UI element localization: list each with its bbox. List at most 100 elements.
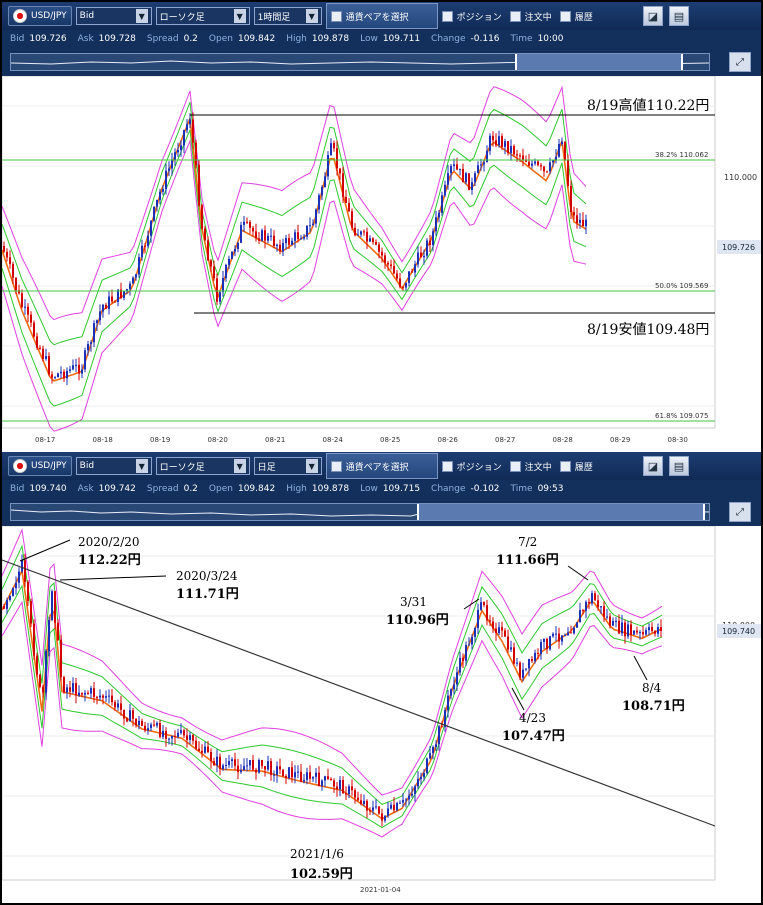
pair-select-tab[interactable]: 通貨ペアを選択 (325, 453, 438, 479)
candle-body (342, 173, 344, 197)
candle-body (549, 162, 551, 172)
timeframe-select[interactable]: 日足 ▼ (253, 457, 322, 475)
annotation-date-1: 2020/2/20 (78, 535, 140, 549)
time-value: 10:00 (537, 34, 564, 44)
candle-body (369, 238, 371, 242)
annotation-arrow-2 (59, 575, 167, 581)
timeframe-value: 日足 (257, 462, 276, 473)
candle-body (318, 195, 320, 210)
candle-body (537, 161, 539, 166)
candle-body (396, 803, 398, 811)
daily-chart-panel: USD/JPY Bid ▼ ローソク足 ▼ 日足 ▼ 通貨ペアを選択 ポジション… (2, 452, 761, 903)
candle-body (111, 296, 113, 302)
candle-body (645, 630, 647, 635)
position-checkbox[interactable] (441, 460, 453, 472)
timeframe-select[interactable]: 1時間足 ▼ (253, 7, 322, 25)
annotation-price-2: 111.71円 (176, 587, 239, 602)
price-type-select[interactable]: Bid ▼ (75, 457, 152, 475)
candle-body (411, 793, 413, 796)
pair-select-checkbox[interactable] (330, 460, 342, 472)
navigator-window[interactable] (515, 54, 683, 70)
history-checkbox[interactable] (559, 460, 571, 472)
annotation-date-3: 3/31 (400, 595, 427, 609)
candle-body (519, 662, 521, 678)
symbol-selector[interactable]: USD/JPY (8, 456, 72, 476)
candle-body (78, 364, 80, 374)
candle-body (447, 695, 449, 711)
candle-body (90, 342, 92, 344)
chart-type-select[interactable]: ローソク足 ▼ (155, 457, 250, 475)
price-type-select[interactable]: Bid ▼ (75, 7, 152, 25)
navigator-expand-button[interactable]: ⤢ (729, 502, 751, 522)
candle-body (534, 161, 536, 164)
candle-body (306, 772, 308, 780)
chart-settings-button[interactable]: ◪ (643, 6, 663, 26)
candle-body (426, 240, 428, 256)
candle-body (333, 780, 335, 787)
candle-body (186, 735, 188, 740)
history-toggle[interactable]: 履歴 (559, 460, 593, 473)
position-toggle[interactable]: ポジション (441, 460, 502, 473)
candle-body (615, 620, 617, 622)
orders-toggle[interactable]: 注文中 (509, 10, 552, 23)
candle-body (450, 166, 452, 174)
chevron-down-icon: ▼ (305, 9, 318, 23)
symbol-selector[interactable]: USD/JPY (8, 6, 72, 26)
candle-body (570, 185, 572, 212)
candle-body (348, 203, 350, 212)
candle-body (231, 759, 233, 761)
quote-bar: Bid 109.740 Ask 109.742 Spread 0.2 Open 109.… (2, 480, 761, 498)
candle-body (141, 720, 143, 726)
candle-body (405, 282, 407, 288)
chart-settings-button[interactable]: ◪ (643, 456, 663, 476)
candle-body (273, 774, 275, 776)
candle-body (375, 242, 377, 245)
hourly-price-chart[interactable]: 38.2% 110.062 50.0% 109.569 61.8% 109.07… (2, 76, 761, 450)
price-badge-bg (717, 240, 761, 254)
daily-price-chart[interactable]: 110.000 109.740 2021-01-04 2020/2/20 112… (2, 526, 761, 903)
history-checkbox[interactable] (559, 10, 571, 22)
candle-body (444, 184, 446, 196)
candle-body (630, 624, 632, 635)
candle-body (177, 150, 179, 153)
candle-body (207, 240, 209, 261)
candle-body (597, 600, 599, 608)
history-label: 履歴 (574, 12, 593, 23)
orders-toggle[interactable]: 注文中 (509, 460, 552, 473)
candle-body (363, 800, 365, 805)
candle-body (33, 623, 35, 656)
bid-value: 109.740 (29, 484, 67, 494)
position-toggle[interactable]: ポジション (441, 10, 502, 23)
candle-body (63, 677, 65, 693)
chart-type-select[interactable]: ローソク足 ▼ (155, 7, 250, 25)
candle-body (339, 780, 341, 790)
annotation-arrow-3 (463, 598, 480, 610)
candle-body (303, 779, 305, 782)
candle-body (99, 695, 101, 698)
orders-checkbox[interactable] (509, 460, 521, 472)
window-button[interactable]: ▤ (669, 6, 689, 26)
candle-body (384, 255, 386, 263)
low-value: 109.711 (382, 34, 421, 44)
chevron-down-icon: ▼ (135, 9, 148, 23)
candle-body (15, 582, 17, 589)
orders-checkbox[interactable] (509, 10, 521, 22)
candle-body (612, 620, 614, 626)
navigator-track[interactable] (10, 53, 710, 71)
pair-select-checkbox[interactable] (330, 10, 342, 22)
position-checkbox[interactable] (441, 10, 453, 22)
candle-body (435, 744, 437, 747)
candle-body (336, 786, 338, 790)
candle-body (528, 659, 530, 669)
candle-body (273, 235, 275, 246)
history-toggle[interactable]: 履歴 (559, 10, 593, 23)
candle-body (192, 119, 194, 143)
candle-body (642, 632, 644, 635)
navigator-window[interactable] (417, 504, 705, 520)
candle-body (507, 141, 509, 153)
navigator-expand-button[interactable]: ⤢ (729, 52, 751, 72)
window-button[interactable]: ▤ (669, 456, 689, 476)
navigator-track[interactable] (10, 503, 710, 521)
pair-select-tab[interactable]: 通貨ペアを選択 (325, 3, 438, 29)
candle-body (495, 140, 497, 146)
